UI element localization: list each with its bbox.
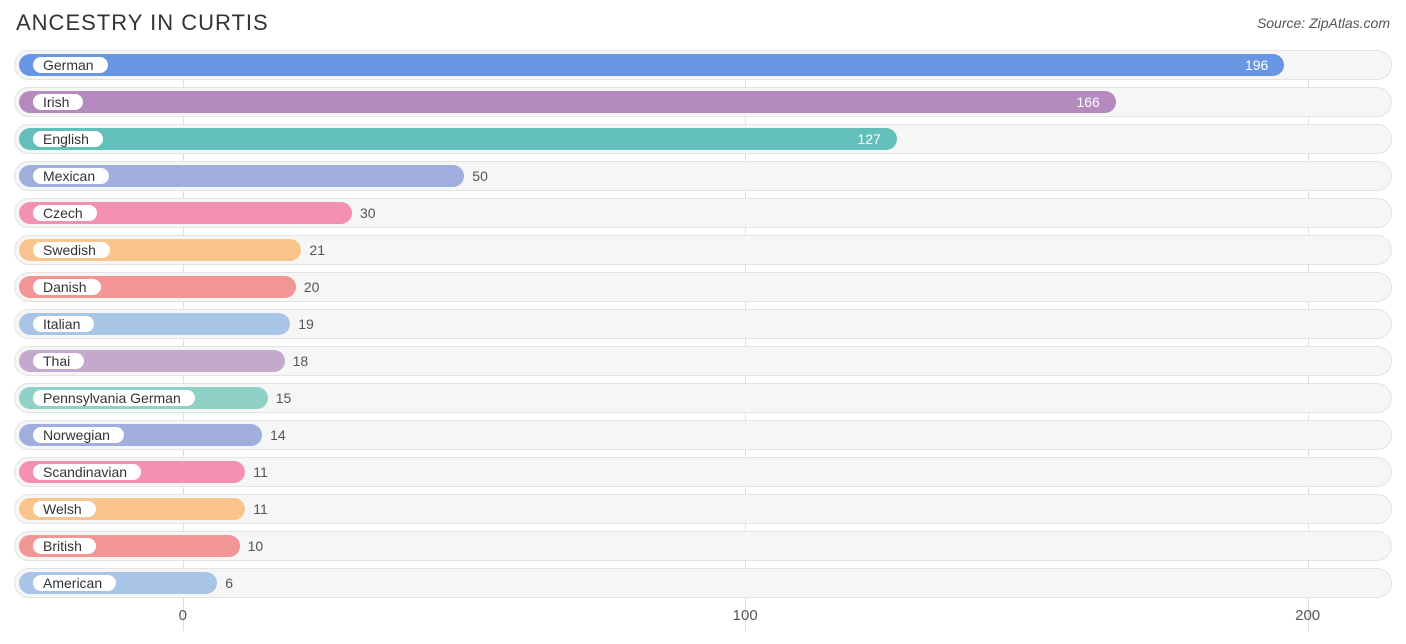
bar	[19, 54, 1284, 76]
category-label: American	[31, 573, 118, 593]
value-label: 21	[301, 236, 325, 264]
chart-header: ANCESTRY IN CURTIS Source: ZipAtlas.com	[14, 10, 1392, 36]
bar-track: Czech 30	[14, 198, 1392, 228]
axis-tick-label: 0	[179, 607, 187, 624]
bar-track: English 127	[14, 124, 1392, 154]
category-label: British	[31, 536, 98, 556]
bar	[19, 128, 897, 150]
bar-track: American 6	[14, 568, 1392, 598]
chart-source: Source: ZipAtlas.com	[1257, 15, 1390, 31]
bar-track: Scandinavian 11	[14, 457, 1392, 487]
value-label: 196	[1245, 51, 1278, 79]
bar-track: Pennsylvania German 15	[14, 383, 1392, 413]
axis-tick-label: 200	[1295, 607, 1320, 624]
bar-track: Norwegian 14	[14, 420, 1392, 450]
value-label: 50	[464, 162, 488, 190]
category-label: Mexican	[31, 166, 111, 186]
category-label: Scandinavian	[31, 462, 143, 482]
value-label: 15	[268, 384, 292, 412]
bar-track: Irish 166	[14, 87, 1392, 117]
bar-track: German 196	[14, 50, 1392, 80]
value-label: 30	[352, 199, 376, 227]
value-label: 14	[262, 421, 286, 449]
value-label: 10	[240, 532, 264, 560]
category-label: German	[31, 55, 110, 75]
value-label: 166	[1076, 88, 1109, 116]
value-label: 11	[245, 495, 268, 523]
value-label: 127	[857, 125, 890, 153]
chart-x-axis: 0 100 200	[14, 605, 1392, 631]
category-label: Welsh	[31, 499, 98, 519]
category-label: Italian	[31, 314, 96, 334]
axis-tick-label: 100	[733, 607, 758, 624]
category-label: Swedish	[31, 240, 112, 260]
category-label: English	[31, 129, 105, 149]
bar-track: Swedish 21	[14, 235, 1392, 265]
chart-plot-area: German196Irish166English127Mexican50Czec…	[14, 50, 1392, 631]
chart-title: ANCESTRY IN CURTIS	[16, 10, 269, 36]
value-label: 11	[245, 458, 268, 486]
value-label: 20	[296, 273, 320, 301]
chart-rows: German196Irish166English127Mexican50Czec…	[14, 50, 1392, 598]
category-label: Irish	[31, 92, 85, 112]
bar-track: Italian 19	[14, 309, 1392, 339]
category-label: Pennsylvania German	[31, 388, 197, 408]
value-label: 6	[217, 569, 233, 597]
bar	[19, 91, 1116, 113]
category-label: Czech	[31, 203, 99, 223]
chart-container: ANCESTRY IN CURTIS Source: ZipAtlas.com …	[0, 0, 1406, 635]
category-label: Norwegian	[31, 425, 126, 445]
category-label: Danish	[31, 277, 103, 297]
value-label: 19	[290, 310, 314, 338]
bar-track: British 10	[14, 531, 1392, 561]
value-label: 18	[285, 347, 309, 375]
bar-track: Danish 20	[14, 272, 1392, 302]
bar-track: Mexican 50	[14, 161, 1392, 191]
bar-track: Welsh 11	[14, 494, 1392, 524]
category-label: Thai	[31, 351, 86, 371]
bar-track: Thai 18	[14, 346, 1392, 376]
